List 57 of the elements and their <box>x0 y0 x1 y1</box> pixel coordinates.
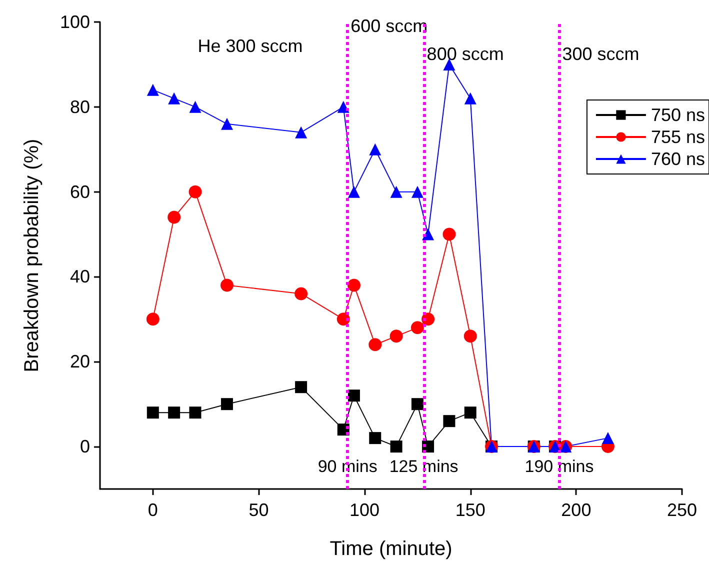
x-tick-label: 250 <box>666 500 698 520</box>
point <box>368 338 382 352</box>
y-axis-title: Breakdown probability (%) <box>21 138 43 372</box>
point <box>348 390 360 402</box>
x-tick-label: 0 <box>148 500 158 520</box>
point <box>390 186 402 198</box>
point <box>464 330 477 343</box>
point <box>188 185 202 198</box>
point <box>295 126 308 138</box>
point <box>168 406 180 419</box>
point <box>411 398 424 410</box>
x-tick-label: 200 <box>561 500 592 520</box>
y-tick-label: 60 <box>70 182 90 202</box>
point <box>443 415 456 428</box>
point <box>220 398 233 410</box>
legend-label: 760 ns <box>650 149 706 169</box>
point <box>411 186 424 198</box>
point <box>602 432 614 444</box>
point <box>410 321 424 334</box>
point <box>464 406 476 419</box>
point <box>337 100 350 113</box>
x-tick-label: 50 <box>248 500 269 520</box>
y-tick-label: 80 <box>70 96 90 117</box>
point <box>422 228 434 240</box>
annotation: 800 sccm <box>426 44 504 64</box>
point <box>336 312 350 326</box>
point <box>442 228 456 241</box>
point <box>220 118 233 130</box>
annotation: 600 sccm <box>350 16 428 36</box>
point <box>295 381 308 394</box>
point <box>369 432 382 444</box>
x-tick-label: 100 <box>350 500 380 520</box>
point <box>347 278 360 292</box>
x-tick-label: 150 <box>455 500 486 520</box>
y-tick-label: 20 <box>70 352 90 372</box>
annotation: 300 sccm <box>562 44 640 64</box>
point <box>390 330 403 343</box>
point <box>146 312 160 326</box>
x-axis-title: Time (minute) <box>330 538 452 560</box>
point <box>168 92 180 104</box>
point <box>168 210 181 224</box>
point <box>189 100 202 113</box>
point <box>220 278 234 292</box>
point <box>146 84 159 96</box>
legend-label: 750 ns <box>650 105 706 125</box>
y-tick-label: 0 <box>80 436 90 457</box>
point <box>146 406 159 419</box>
y-tick-label: 100 <box>60 12 90 32</box>
point <box>464 92 476 104</box>
legend-label: 755 ns <box>650 127 706 147</box>
point <box>294 287 308 300</box>
y-tick-label: 40 <box>70 266 90 287</box>
point <box>369 143 382 156</box>
point <box>390 440 402 453</box>
point <box>348 186 360 198</box>
annotation: He 300 sccm <box>198 36 303 56</box>
point <box>189 406 202 419</box>
